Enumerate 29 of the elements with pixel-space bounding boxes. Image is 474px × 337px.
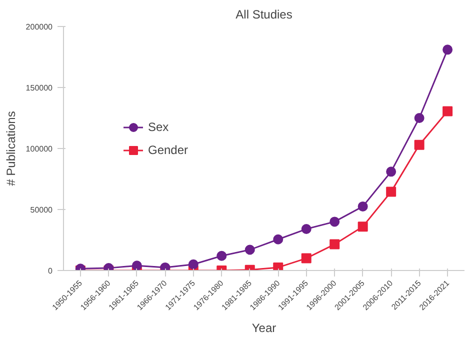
y-tick-label: 50000 xyxy=(30,206,54,214)
y-tick-label: 100000 xyxy=(26,144,54,154)
point xyxy=(414,140,424,150)
point xyxy=(273,234,284,244)
point xyxy=(188,259,198,270)
y-tick-label: 0 xyxy=(48,266,54,276)
point xyxy=(442,44,453,55)
point xyxy=(330,216,340,227)
point xyxy=(386,166,396,177)
point xyxy=(132,260,142,270)
point xyxy=(330,239,340,250)
point xyxy=(358,222,368,232)
point xyxy=(301,224,312,234)
legend-label: Sex xyxy=(148,120,169,134)
y-axis-title: # Publications xyxy=(4,111,18,186)
point xyxy=(386,186,396,197)
point xyxy=(301,253,312,264)
y-tick-label: 150000 xyxy=(26,84,54,92)
point xyxy=(216,250,227,261)
legend-label: Gender xyxy=(148,143,188,157)
point xyxy=(358,201,368,212)
point xyxy=(160,262,170,270)
point xyxy=(244,244,255,255)
point xyxy=(273,262,284,270)
point xyxy=(442,106,453,116)
point xyxy=(414,113,424,123)
x-axis-title: Year xyxy=(252,320,276,335)
chart-title: All Studies xyxy=(236,8,292,22)
y-tick-label: 200000 xyxy=(26,22,54,32)
